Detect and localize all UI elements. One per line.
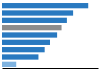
bar	[2, 40, 50, 45]
chart	[0, 0, 100, 71]
bar	[2, 3, 88, 8]
bar	[2, 10, 73, 15]
x-axis-line	[3, 68, 99, 69]
bar	[2, 54, 38, 59]
bars	[2, 3, 88, 67]
bar	[2, 32, 57, 37]
bar	[2, 25, 62, 30]
bar	[2, 47, 45, 52]
plot	[2, 3, 99, 68]
bar	[2, 18, 67, 23]
bar	[2, 62, 16, 67]
x-axis	[3, 68, 99, 69]
